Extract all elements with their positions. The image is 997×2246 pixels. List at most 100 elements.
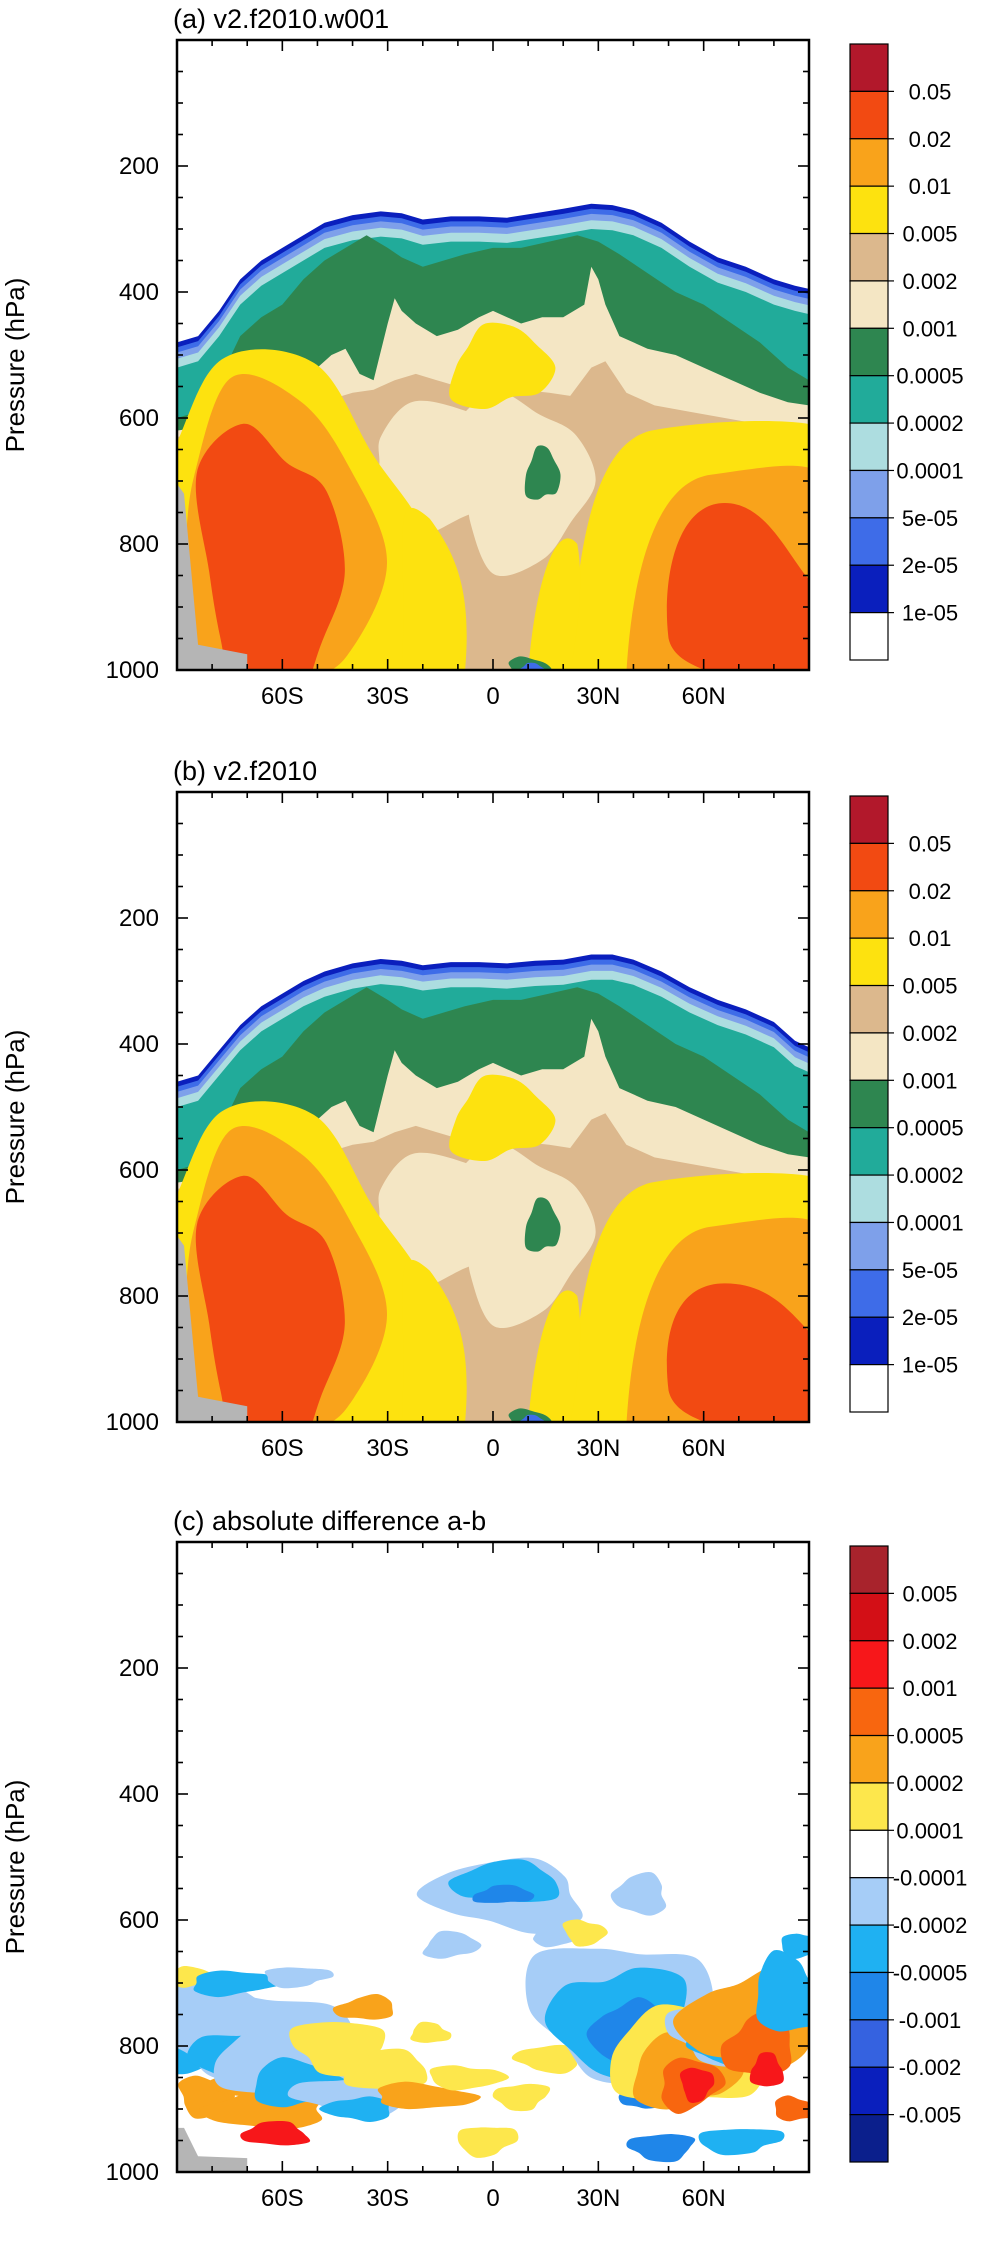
band-0.02-nh xyxy=(666,1283,809,1422)
y-tick-label: 200 xyxy=(119,1655,159,1682)
y-tick-label: 400 xyxy=(119,1781,159,1808)
colorbar-swatch xyxy=(849,1687,889,1737)
x-tick-label: 0 xyxy=(486,2185,499,2212)
difference-patch xyxy=(240,2121,311,2146)
band-2e-05-surface xyxy=(519,1414,546,1422)
topography-mask xyxy=(177,483,248,670)
x-tick-label: 60N xyxy=(682,2185,726,2212)
panel-1: 60S 30S 0 30N 60N 200 400 600 800 1000 (b) v2.f201… xyxy=(0,756,964,1462)
y-tick-label: 800 xyxy=(119,2033,159,2060)
colorbar-swatch xyxy=(849,469,889,519)
colorbar: 0.05 0.02 0.01 0.005 0.002 0.001 0.0005 0.0002 0… xyxy=(849,43,964,661)
difference-patch xyxy=(422,1930,482,1959)
colorbar-label: -0.005 xyxy=(899,2103,961,2128)
band-2e-05-surface xyxy=(519,662,546,670)
colorbar-swatch xyxy=(849,1592,889,1642)
colorbar-label: 0.0001 xyxy=(896,1818,963,1843)
colorbar-swatch xyxy=(849,795,889,844)
difference-patch xyxy=(492,2083,551,2112)
colorbar-swatch xyxy=(849,1316,889,1366)
colorbar-swatch xyxy=(849,43,889,92)
x-tick-label: 30N xyxy=(576,1435,620,1462)
difference-patch xyxy=(410,2021,452,2043)
difference-patch xyxy=(610,1871,667,1916)
colorbar-label: 0.0005 xyxy=(896,364,963,389)
colorbar-label: 2e-05 xyxy=(902,1305,958,1330)
colorbar-label: 0.02 xyxy=(909,879,952,904)
difference-patch xyxy=(679,2067,715,2103)
difference-patch xyxy=(332,1993,393,2020)
colorbar-swatch xyxy=(849,138,889,187)
colorbar-label: 0.0002 xyxy=(896,1163,963,1188)
x-tick-label: 60N xyxy=(682,683,726,710)
difference-patch xyxy=(457,2127,519,2158)
colorbar-swatch xyxy=(849,1734,889,1784)
colorbar-swatch xyxy=(849,422,889,472)
panel-0: 60S 30S 0 30N 60N 200 400 600 800 1000 (a) v2.f201… xyxy=(0,4,964,710)
x-tick-label: 60S xyxy=(261,1435,304,1462)
difference-patch xyxy=(429,2065,510,2091)
colorbar-label: 0.01 xyxy=(909,174,952,199)
colorbar-swatch xyxy=(849,1127,889,1176)
band-0.005-tropics xyxy=(401,507,467,670)
x-tick-label: 30S xyxy=(366,2185,409,2212)
x-tick-label: 30S xyxy=(366,1435,409,1462)
colorbar-swatch xyxy=(849,2066,889,2116)
colorbar-label: 0.0001 xyxy=(896,1210,963,1235)
difference-patch xyxy=(756,1949,809,2032)
colorbar-swatch xyxy=(849,1924,889,1974)
colorbar-label: 0.005 xyxy=(902,974,957,999)
contour-field xyxy=(177,792,809,1422)
colorbar-label: 0.001 xyxy=(902,316,957,341)
y-tick-label: 200 xyxy=(119,905,159,932)
band-0.0005-pocket xyxy=(524,1197,561,1252)
colorbar-label: -0.0001 xyxy=(893,1866,968,1891)
difference-patch xyxy=(749,2052,784,2087)
colorbar: 0.005 0.002 0.001 0.0005 0.0002 0.0001 -0.0001… xyxy=(849,1545,968,2163)
colorbar-swatch xyxy=(849,232,889,282)
contour-field xyxy=(177,40,809,670)
topography-mask xyxy=(177,1235,248,1422)
colorbar-label: 0.0002 xyxy=(896,1771,963,1796)
difference-patch xyxy=(781,1933,809,1959)
colorbar-label: 0.01 xyxy=(909,926,952,951)
colorbar-label: 0.002 xyxy=(902,269,957,294)
colorbar-label: 1e-05 xyxy=(902,1353,958,1378)
difference-patch xyxy=(511,2044,581,2074)
colorbar-swatch xyxy=(849,612,889,661)
colorbar-swatch xyxy=(849,2019,889,2068)
y-tick-label: 600 xyxy=(119,405,159,432)
y-tick-label: 400 xyxy=(119,1031,159,1058)
difference-patch xyxy=(472,1884,535,1903)
colorbar-swatch xyxy=(849,1079,889,1129)
colorbar-label: -0.001 xyxy=(899,2008,961,2033)
colorbar-swatch xyxy=(849,327,889,377)
difference-patch xyxy=(343,2048,428,2089)
difference-patch xyxy=(775,2095,809,2122)
colorbar-swatch xyxy=(849,1174,889,1224)
difference-patch xyxy=(562,1919,608,1947)
colorbar-label: 0.005 xyxy=(902,1581,957,1606)
colorbar-swatch xyxy=(849,517,889,566)
panel-title: (c) absolute difference a-b xyxy=(173,1506,486,1536)
y-tick-label: 1000 xyxy=(106,2159,159,2186)
colorbar-label: 0.05 xyxy=(909,831,952,856)
x-tick-label: 0 xyxy=(486,1435,499,1462)
colorbar-swatch xyxy=(849,1640,889,1689)
colorbar-swatch xyxy=(849,2114,889,2163)
y-axis-label: Pressure (hPa) xyxy=(0,278,30,453)
colorbar-swatch xyxy=(849,1221,889,1271)
band-0.005-tropics xyxy=(528,538,581,670)
colorbar: 0.05 0.02 0.01 0.005 0.002 0.001 0.0005 0.0002 0… xyxy=(849,795,964,1413)
colorbar-label: 0.05 xyxy=(909,79,952,104)
colorbar-label: 0.02 xyxy=(909,127,952,152)
x-tick-label: 60N xyxy=(682,1435,726,1462)
y-tick-label: 1000 xyxy=(106,657,159,684)
difference-patch xyxy=(698,2129,785,2156)
panel-title: (a) v2.f2010.w001 xyxy=(173,4,389,34)
colorbar-label: 0.0005 xyxy=(896,1116,963,1141)
difference-patch xyxy=(264,1967,334,1989)
colorbar-label: 2e-05 xyxy=(902,553,958,578)
band-0.005-pocket xyxy=(449,1074,556,1162)
